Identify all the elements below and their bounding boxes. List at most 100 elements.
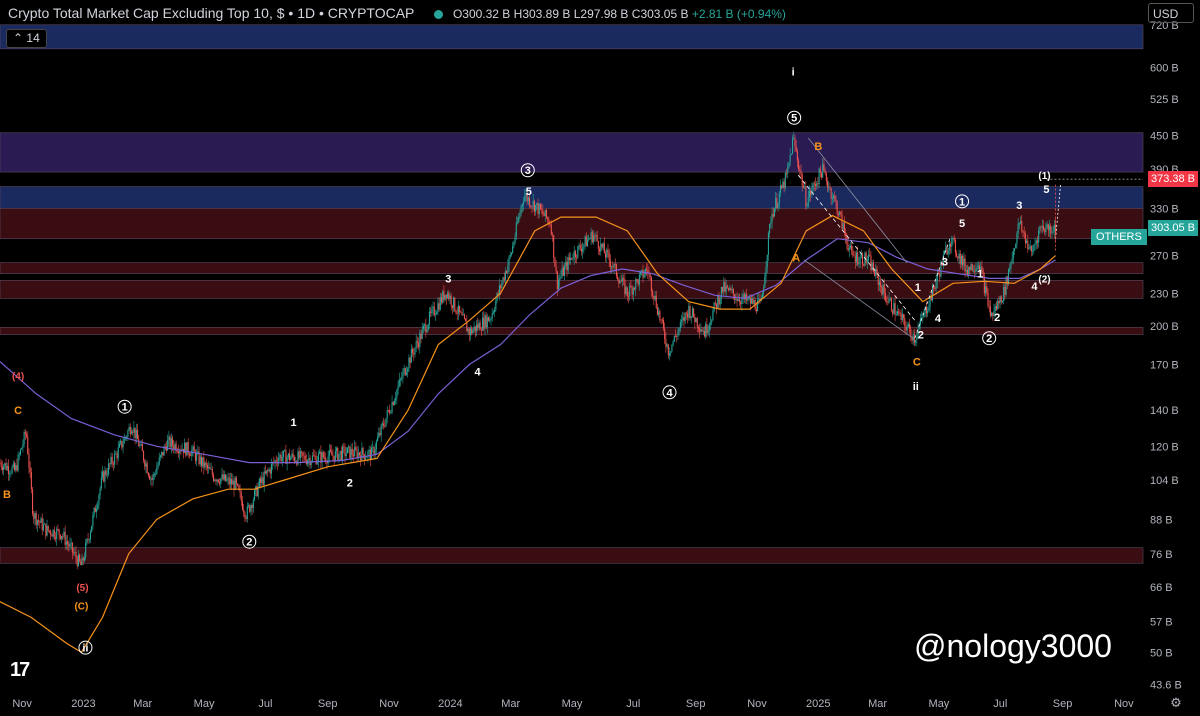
candle-body bbox=[584, 236, 586, 245]
candle-body bbox=[279, 454, 281, 458]
candle-body bbox=[472, 329, 474, 334]
candle-body bbox=[935, 281, 937, 289]
candle-body bbox=[720, 286, 722, 299]
candle-body bbox=[337, 448, 339, 461]
candle-body bbox=[38, 520, 40, 522]
candle-body bbox=[412, 349, 414, 353]
candle-body bbox=[740, 302, 742, 304]
candle-body bbox=[479, 322, 481, 330]
candle-body bbox=[956, 252, 958, 257]
candle-body bbox=[655, 295, 657, 308]
tradingview-logo[interactable]: 17 bbox=[10, 659, 30, 681]
candle-body bbox=[770, 222, 772, 224]
candle-body bbox=[138, 439, 140, 447]
wave-label-18: A bbox=[792, 252, 800, 264]
candle-body bbox=[70, 542, 72, 544]
candle-body bbox=[606, 249, 608, 258]
candle-body bbox=[649, 273, 651, 278]
candle-body bbox=[971, 264, 973, 271]
candle-body bbox=[952, 237, 954, 239]
candle-body bbox=[964, 258, 966, 272]
candle-body bbox=[966, 269, 969, 275]
candle-body bbox=[662, 319, 665, 329]
candle-body bbox=[951, 238, 953, 247]
candle-body bbox=[29, 467, 31, 472]
candle-body bbox=[1048, 225, 1051, 231]
candle-body bbox=[723, 282, 725, 292]
candle-body bbox=[1036, 240, 1038, 243]
candle-body bbox=[333, 455, 335, 462]
candle-body bbox=[503, 277, 505, 281]
candle-body bbox=[843, 222, 845, 232]
candle-body bbox=[397, 385, 399, 390]
candle-body bbox=[580, 248, 583, 252]
candle-body bbox=[174, 443, 176, 450]
candle-body bbox=[135, 429, 137, 439]
candle-body bbox=[233, 480, 235, 490]
candle-body bbox=[450, 295, 452, 306]
candle-body bbox=[969, 266, 971, 271]
candle-body bbox=[789, 155, 791, 163]
candle-body bbox=[354, 447, 356, 457]
candle-body bbox=[757, 300, 759, 312]
candle-body bbox=[210, 469, 212, 471]
candle-body bbox=[34, 512, 36, 519]
candle-body bbox=[204, 462, 206, 468]
candle-body bbox=[911, 336, 913, 341]
settings-gear-icon: ⚙ bbox=[1170, 696, 1182, 711]
candle-body bbox=[901, 314, 903, 321]
candle-body bbox=[214, 479, 216, 481]
candle-body bbox=[1053, 224, 1055, 232]
candle-body bbox=[268, 469, 270, 471]
candle-body bbox=[1009, 268, 1011, 270]
currency-button[interactable]: USD bbox=[1148, 3, 1194, 23]
y-tick-label-6: 270 B bbox=[1150, 251, 1179, 263]
candle-body bbox=[623, 278, 625, 280]
candle-body bbox=[25, 434, 28, 437]
candle-body bbox=[625, 287, 627, 295]
candle-body bbox=[852, 250, 854, 256]
candle-body bbox=[13, 463, 16, 471]
candle-body bbox=[788, 162, 790, 168]
ma-slow-line bbox=[0, 238, 1056, 464]
candle-body bbox=[410, 349, 412, 363]
candle-body bbox=[627, 295, 630, 297]
candle-body bbox=[340, 450, 342, 460]
candle-body bbox=[229, 479, 231, 485]
candles-group bbox=[0, 131, 1057, 570]
candle-body bbox=[776, 198, 778, 208]
x-tick-label-1: 2023 bbox=[71, 698, 95, 710]
candle-body bbox=[877, 273, 879, 285]
candle-body bbox=[372, 447, 374, 449]
candle-body bbox=[173, 445, 175, 450]
x-tick-label-6: Nov bbox=[379, 698, 399, 710]
candle-body bbox=[842, 222, 844, 229]
candle-body bbox=[128, 426, 130, 431]
candle-body bbox=[665, 339, 667, 347]
candle-body bbox=[624, 279, 626, 295]
candle-body bbox=[868, 254, 870, 261]
candle-body bbox=[725, 286, 727, 292]
candle-body bbox=[1022, 230, 1024, 232]
candle-body bbox=[633, 287, 636, 290]
candle-body bbox=[481, 317, 484, 331]
candle-body bbox=[358, 452, 361, 456]
candle-body bbox=[486, 317, 488, 328]
candle-body bbox=[799, 169, 801, 171]
candle-body bbox=[250, 505, 252, 512]
candle-body bbox=[501, 282, 503, 289]
candle-body bbox=[103, 471, 105, 482]
candle-body bbox=[420, 333, 422, 339]
resistance-zone-5 bbox=[0, 280, 1144, 299]
candle-body bbox=[578, 245, 580, 246]
candle-body bbox=[1047, 224, 1049, 231]
candle-body bbox=[426, 329, 428, 333]
candle-body bbox=[921, 317, 923, 319]
indicator-collapse-button[interactable]: ⌃ 14 bbox=[6, 29, 47, 48]
candle-body bbox=[395, 397, 397, 401]
candle-body bbox=[69, 543, 71, 547]
candle-body bbox=[95, 508, 98, 513]
candle-body bbox=[162, 451, 164, 456]
candle-body bbox=[15, 465, 17, 471]
